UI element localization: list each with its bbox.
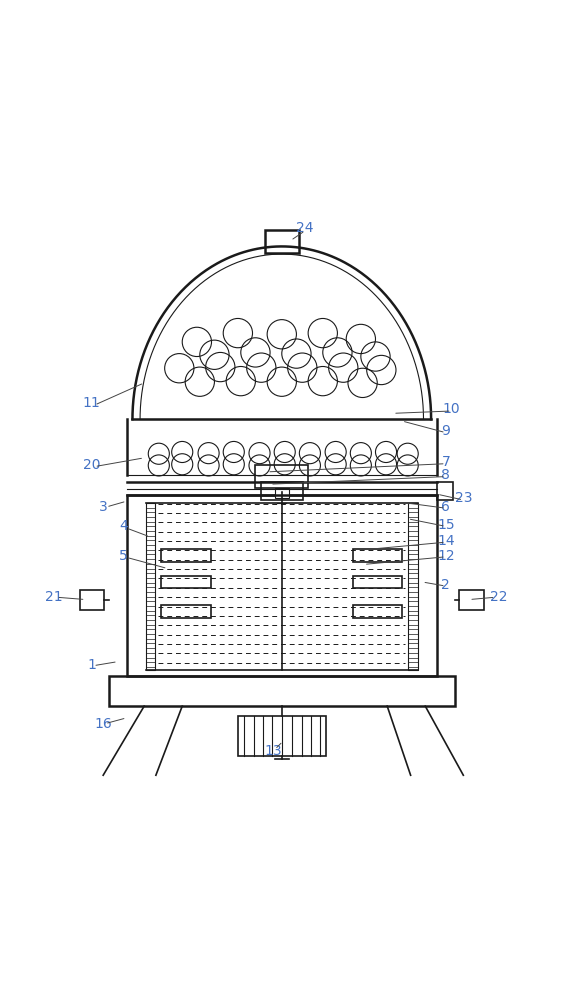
Text: 20: 20 xyxy=(83,458,100,472)
Bar xyxy=(127,495,437,676)
Text: 11: 11 xyxy=(83,396,100,410)
Bar xyxy=(255,465,308,488)
Bar xyxy=(161,605,211,618)
Text: 5: 5 xyxy=(119,549,128,563)
Bar xyxy=(437,482,453,500)
Text: 16: 16 xyxy=(95,717,112,731)
Text: 2: 2 xyxy=(441,578,450,592)
Text: 7: 7 xyxy=(441,455,450,469)
Text: 23: 23 xyxy=(454,491,472,505)
Text: 15: 15 xyxy=(437,518,454,532)
Bar xyxy=(238,716,326,756)
Text: 4: 4 xyxy=(119,519,128,533)
Text: 12: 12 xyxy=(437,549,454,563)
Bar xyxy=(409,503,417,670)
Bar xyxy=(161,549,211,562)
Bar xyxy=(459,590,484,610)
Bar xyxy=(353,605,403,618)
Bar xyxy=(275,488,289,498)
Bar xyxy=(353,576,403,588)
Text: 14: 14 xyxy=(437,534,454,548)
Bar xyxy=(261,482,303,500)
Text: 21: 21 xyxy=(45,590,62,604)
Text: 24: 24 xyxy=(296,221,314,235)
Bar xyxy=(265,230,299,253)
Bar xyxy=(161,576,211,588)
Text: 3: 3 xyxy=(99,500,107,514)
Bar xyxy=(353,549,403,562)
Bar xyxy=(146,503,156,670)
Text: 1: 1 xyxy=(87,658,96,672)
Text: 8: 8 xyxy=(441,468,450,482)
Text: 9: 9 xyxy=(441,424,450,438)
Bar xyxy=(80,590,104,610)
Text: 6: 6 xyxy=(441,500,450,514)
Bar xyxy=(109,676,454,706)
Text: 22: 22 xyxy=(490,590,507,604)
Text: 13: 13 xyxy=(264,744,282,758)
Text: 10: 10 xyxy=(443,402,460,416)
